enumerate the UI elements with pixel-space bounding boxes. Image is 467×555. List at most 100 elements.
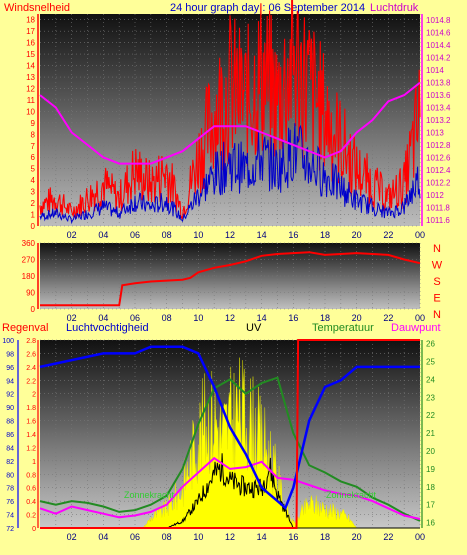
y-tick-label-wind: 17 <box>26 27 35 36</box>
x-tick-label: 08 <box>162 532 172 542</box>
y-tick-label-rain: 0.8 <box>26 472 36 479</box>
wind-average-line <box>39 123 421 225</box>
y-tick-label-pressure: 1013.6 <box>426 91 451 100</box>
y-tick-label-rain: 0.6 <box>26 486 36 493</box>
y-tick-label-wind: 11 <box>27 96 36 105</box>
y-tick-label-wind: 2 <box>31 199 36 208</box>
y-tick-label-wind: 7 <box>31 142 36 151</box>
y-tick-label-temperature: 18 <box>426 483 435 492</box>
y-tick-label-humidity: 98 <box>6 351 14 358</box>
y-tick-label-humidity: 76 <box>6 499 14 506</box>
x-tick-label: 12 <box>225 230 235 240</box>
y-tick-label-temperature: 25 <box>426 357 435 366</box>
y-tick-label-pressure: 1013.8 <box>426 79 451 88</box>
y-tick-label-humidity: 72 <box>6 526 14 533</box>
x-tick-label: 18 <box>320 313 330 323</box>
x-tick-label: 12 <box>225 532 235 542</box>
humidity-label: Luchtvochtigheid <box>66 322 149 334</box>
y-tick-label-rain: 0 <box>32 526 36 533</box>
y-tick-label-pressure: 1011.8 <box>426 203 450 212</box>
pressure-line <box>39 81 421 165</box>
y-tick-label-temperature: 16 <box>426 519 435 528</box>
wind-direction-line <box>40 251 421 307</box>
x-tick-label: 06 <box>130 230 140 240</box>
x-tick-label: 04 <box>98 532 108 542</box>
x-tick-label: 10 <box>193 532 203 542</box>
y-tick-label-humidity: 100 <box>2 338 14 345</box>
y-tick-label-direction: 0 <box>31 305 36 314</box>
x-tick-label: 00 <box>415 230 425 240</box>
x-tick-label: 16 <box>288 532 298 542</box>
x-tick-label: 20 <box>352 313 362 323</box>
x-tick-label: 14 <box>257 230 267 240</box>
solar-annotation-right: Zonnekracht <box>326 490 377 500</box>
y-tick-label-humidity: 84 <box>6 445 14 452</box>
x-tick-label: 22 <box>383 230 393 240</box>
y-tick-label-pressure: 1014.4 <box>426 41 451 50</box>
rain-label: Regenval <box>2 322 48 334</box>
y-tick-label-rain: 2.8 <box>26 338 36 345</box>
x-tick-label: 20 <box>352 230 362 240</box>
y-tick-label-wind: 8 <box>31 130 36 139</box>
x-tick-label: 06 <box>130 532 140 542</box>
humidity-line <box>39 345 420 510</box>
dewpoint-line <box>39 456 421 520</box>
y-tick-label-wind: 15 <box>26 50 35 59</box>
x-tick-label: 04 <box>98 230 108 240</box>
compass-label: N <box>433 309 441 321</box>
wind-speed-line <box>39 0 421 220</box>
y-tick-label-rain: 2.4 <box>26 365 36 372</box>
plot-lines <box>39 0 421 529</box>
y-tick-label-rain: 1 <box>32 459 36 466</box>
x-tick-label: 02 <box>67 230 77 240</box>
y-tick-label-pressure: 1014.2 <box>426 54 451 63</box>
wind-speed-label: Windsnelheid <box>4 2 70 14</box>
y-tick-label-temperature: 26 <box>426 340 435 349</box>
y-tick-label-humidity: 80 <box>6 472 14 479</box>
y-tick-label-wind: 4 <box>31 176 36 185</box>
y-tick-label-humidity: 86 <box>6 432 14 439</box>
compass-label: W <box>432 260 443 272</box>
y-tick-label-pressure: 1012.6 <box>426 153 451 162</box>
x-tick-label: 04 <box>98 313 108 323</box>
x-tick-label: 10 <box>193 230 203 240</box>
y-tick-label-pressure: 1014 <box>426 66 444 75</box>
y-tick-label-humidity: 88 <box>6 419 14 426</box>
x-tick-label: 16 <box>288 313 298 323</box>
y-tick-label-rain: 1.4 <box>26 432 36 439</box>
x-tick-label: 22 <box>383 313 393 323</box>
x-tick-label: 02 <box>67 532 77 542</box>
y-tick-label-pressure: 1013 <box>426 128 444 137</box>
temperature-line <box>39 376 421 522</box>
x-tick-label: 18 <box>320 532 330 542</box>
compass-label: S <box>433 276 440 288</box>
y-tick-label-wind: 1 <box>31 211 36 220</box>
y-tick-label-rain: 2.2 <box>26 378 36 385</box>
x-tick-label: 00 <box>415 313 425 323</box>
x-tick-label: 22 <box>383 532 393 542</box>
uv-label: UV <box>246 322 262 334</box>
compass-label: E <box>433 293 440 305</box>
y-tick-label-rain: 1.2 <box>26 445 36 452</box>
y-tick-label-temperature: 24 <box>426 375 435 384</box>
dewpoint-label: Dauwpunt <box>391 322 441 334</box>
x-tick-label: 00 <box>415 532 425 542</box>
y-tick-label-rain: 2 <box>32 392 36 399</box>
y-tick-label-pressure: 1011.6 <box>426 216 450 225</box>
x-tick-label: 18 <box>320 230 330 240</box>
pressure-label: Luchtdruk <box>370 2 419 14</box>
y-tick-label-direction: 180 <box>22 272 36 281</box>
y-tick-label-direction: 270 <box>22 256 36 265</box>
x-tick-label: 20 <box>352 532 362 542</box>
page-title: 24 hour graph day : 06 September 2014 <box>170 2 365 14</box>
y-tick-label-temperature: 23 <box>426 393 435 402</box>
y-tick-label-wind: 13 <box>26 73 35 82</box>
y-tick-label-direction: 90 <box>26 289 35 298</box>
y-tick-label-rain: 1.8 <box>26 405 36 412</box>
y-tick-label-temperature: 19 <box>426 465 435 474</box>
y-tick-label-direction: 360 <box>22 239 36 248</box>
y-tick-label-wind: 0 <box>31 222 36 231</box>
y-tick-label-wind: 18 <box>26 16 35 25</box>
y-tick-label-pressure: 1012.8 <box>426 141 451 150</box>
y-tick-label-humidity: 82 <box>6 459 14 466</box>
